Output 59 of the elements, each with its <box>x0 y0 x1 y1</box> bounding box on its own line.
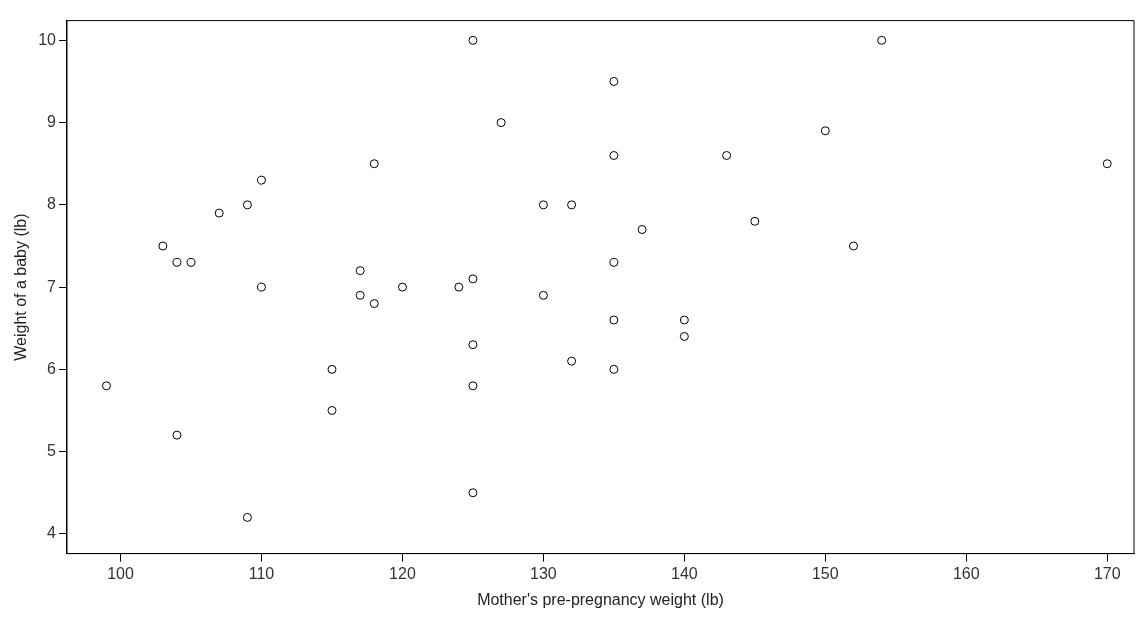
point <box>101 381 111 391</box>
y-tick-label: 5 <box>47 442 57 460</box>
point <box>567 356 577 366</box>
point <box>257 282 267 292</box>
point <box>468 274 478 284</box>
y-tick-label: 4 <box>47 524 57 542</box>
point <box>355 266 365 276</box>
x-tick-label: 170 <box>1093 564 1121 582</box>
y-tick-label: 7 <box>47 277 57 295</box>
x-tick-label: 110 <box>248 564 275 582</box>
point <box>609 315 619 325</box>
y-tick-label: 8 <box>47 195 57 213</box>
point <box>172 430 182 440</box>
point <box>679 331 689 341</box>
point <box>242 200 252 210</box>
point <box>496 118 506 128</box>
point <box>538 200 548 210</box>
point <box>158 241 168 251</box>
x-axis-title: Mother's pre-pregnancy weight (lb) <box>477 590 724 608</box>
point <box>750 216 760 226</box>
point <box>722 151 732 160</box>
x-tick-label: 160 <box>952 564 980 582</box>
point <box>609 364 619 374</box>
point <box>257 175 267 185</box>
point <box>327 364 337 374</box>
point <box>468 340 478 350</box>
y-tick-label: 6 <box>47 359 57 377</box>
point <box>567 200 577 210</box>
point <box>849 241 859 251</box>
point <box>468 381 478 391</box>
point <box>214 208 224 218</box>
point <box>679 315 689 325</box>
point <box>538 290 548 300</box>
x-tick-label: 140 <box>671 564 698 582</box>
point <box>609 257 619 267</box>
point <box>820 126 830 136</box>
point <box>454 282 464 292</box>
point <box>397 282 407 292</box>
y-axis-title: Weight of a baby (lb) <box>12 213 30 361</box>
x-tick-label: 120 <box>389 564 416 582</box>
point <box>609 151 619 160</box>
y-tick-label: 10 <box>38 30 57 48</box>
point <box>468 35 478 45</box>
point <box>609 76 619 86</box>
y-tick-label: 9 <box>47 113 57 130</box>
x-tick-label: 130 <box>530 564 557 582</box>
point <box>877 35 887 45</box>
point <box>327 405 337 415</box>
point <box>186 257 196 267</box>
point <box>172 257 182 267</box>
point <box>468 488 478 498</box>
point <box>355 290 365 300</box>
point <box>242 512 252 522</box>
point <box>637 225 647 235</box>
x-tick-label: 150 <box>811 564 839 582</box>
point <box>369 299 379 309</box>
point <box>369 159 379 169</box>
point <box>1102 159 1112 169</box>
x-tick-label: 100 <box>107 564 134 582</box>
